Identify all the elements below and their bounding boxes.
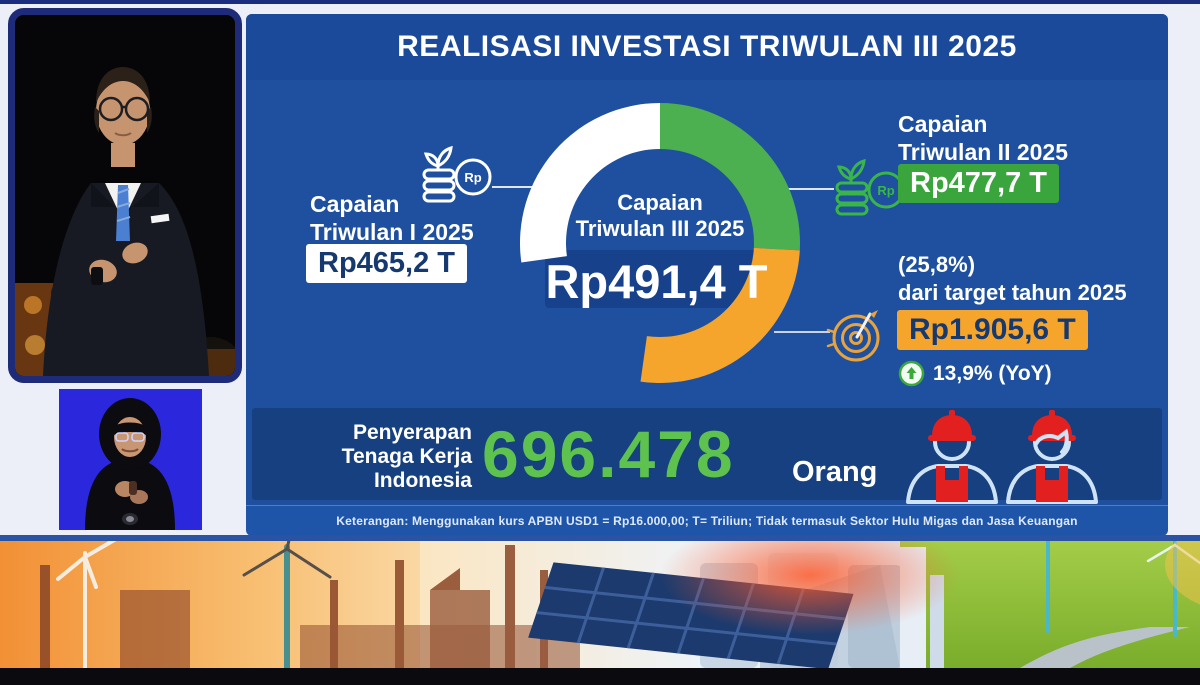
center-value-band: [545, 250, 768, 308]
q2-value-badge: Rp477,7 T: [898, 164, 1059, 203]
target-caption: dari target tahun 2025: [898, 280, 1127, 305]
svg-text:Rp: Rp: [877, 183, 894, 198]
workers-icons: [906, 410, 1098, 504]
speaker-video-frame: [8, 8, 242, 383]
sign-interpreter-frame: [59, 389, 202, 530]
donut-center-value: Rp491,4 T: [545, 255, 768, 308]
donut-center-label-line1: Capaian: [617, 190, 703, 215]
worker-male-icon: [906, 410, 998, 504]
speaker-illustration: [15, 15, 235, 376]
employment-label-line1: Penyerapan: [352, 421, 472, 444]
worker-female-icon: [1006, 410, 1098, 504]
panel-header: [246, 14, 1168, 80]
connector-line-target: [774, 331, 830, 333]
q2-label: Capaian Triwulan II 2025: [898, 110, 1068, 166]
q1-label-line2: Triwulan I 2025: [310, 219, 474, 245]
footnote-bar: Keterangan: Menggunakan kurs APBN USD1 =…: [246, 505, 1168, 536]
employment-unit: Orang: [792, 456, 878, 488]
q1-label-line1: Capaian: [310, 191, 400, 217]
target-dart-icon: [826, 310, 880, 362]
arrow-up-circle-icon: [898, 360, 925, 387]
q2-label-line1: Capaian: [898, 111, 988, 137]
employment-label-line2: Tenaga Kerja: [341, 445, 472, 468]
employment-strip: Penyerapan Tenaga Kerja Indonesia 696.47…: [252, 408, 1162, 504]
target-percent: (25,8%): [898, 252, 976, 277]
employment-label-line3: Indonesia: [373, 469, 472, 492]
target-value-badge: Rp1.905,6 T: [897, 310, 1088, 350]
infographic-panel: REALISASI INVESTASI TRIWULAN III 2025 Ca…: [246, 14, 1168, 536]
money-coins-rp-icon-white: Rp: [422, 145, 492, 203]
donut-segment-q2: [660, 103, 800, 251]
yoy-row: 13,9% (YoY): [898, 360, 1052, 387]
connector-line-q2: [788, 188, 834, 190]
q1-value-badge: Rp465,2 T: [306, 244, 467, 283]
speaker-person: [43, 67, 209, 376]
interpreter-illustration: [59, 389, 202, 530]
scenery-illustration: [0, 535, 1200, 668]
top-edge-bar: [0, 0, 1200, 4]
employment-label: Penyerapan Tenaga Kerja Indonesia: [302, 421, 472, 493]
connector-line-q1: [492, 186, 538, 188]
q1-label: Capaian Triwulan I 2025: [310, 190, 474, 246]
donut-center-label: Capaian Triwulan III 2025: [560, 190, 760, 242]
employment-number: 696.478: [482, 417, 735, 491]
donut-segment-q3: [640, 247, 800, 384]
donut-chart: [520, 103, 800, 384]
donut-segment-q1: [520, 103, 660, 263]
industry-scenery: [0, 535, 1200, 668]
yoy-text: 13,9% (YoY): [933, 361, 1052, 385]
q2-label-line2: Triwulan II 2025: [898, 139, 1069, 165]
svg-text:Rp: Rp: [464, 170, 481, 185]
page-title: REALISASI INVESTASI TRIWULAN III 2025: [397, 30, 1017, 63]
donut-center-label-line2: Triwulan III 2025: [575, 216, 745, 241]
bottom-letterbox: [0, 668, 1200, 685]
footnote-text: Keterangan: Menggunakan kurs APBN USD1 =…: [336, 514, 1078, 528]
